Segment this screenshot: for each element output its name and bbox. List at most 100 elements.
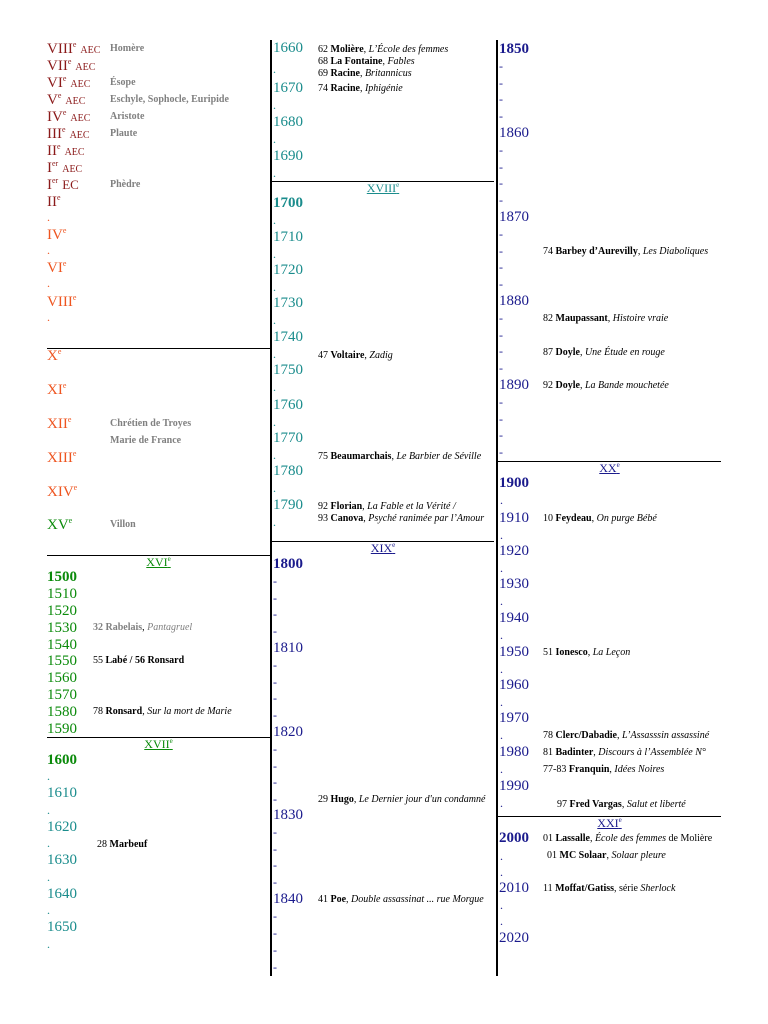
- event-entry: 62 Molière, L’École des femmes: [318, 44, 449, 55]
- era-suffix: AEC: [62, 164, 83, 175]
- year-label: 1980: [499, 744, 529, 760]
- event-year: 97: [557, 799, 567, 810]
- event-author: Marbeuf: [109, 839, 148, 850]
- event-entry: 81 Badinter, Discours à l’Assemblée N°: [543, 747, 706, 758]
- century-superscript: e: [68, 516, 73, 525]
- year-label: 1530: [47, 620, 77, 636]
- event-year: 01: [543, 833, 553, 844]
- timeline-dot: .: [273, 448, 276, 462]
- century-label: IIeAEC: [47, 142, 85, 161]
- event-author: Doyle: [555, 380, 580, 391]
- century-label: IVeAEC: [47, 108, 90, 127]
- event-author: Florian: [330, 501, 363, 512]
- timeline-dash: -: [273, 624, 277, 639]
- event-year: 29: [318, 794, 328, 805]
- event-work: Britannicus: [364, 68, 412, 79]
- year-label: 1690: [273, 148, 303, 164]
- section-rule-xx: [498, 461, 721, 463]
- event-year: 78: [93, 706, 103, 717]
- timeline-dash: -: [273, 691, 277, 706]
- timeline-dot: .: [273, 515, 276, 529]
- century-superscript: e: [72, 293, 77, 302]
- event-entry: 74 Barbey d’Aurevilly, Les Diaboliques: [543, 246, 709, 257]
- author-note: Homère: [110, 43, 145, 54]
- event-author: Badinter: [555, 747, 594, 758]
- timeline-dash: -: [499, 58, 503, 73]
- event-author: MC Solaar: [559, 850, 607, 861]
- century-numeral: I: [47, 177, 52, 193]
- timeline-dot: .: [47, 210, 50, 224]
- century-label: XIIIe: [47, 449, 77, 468]
- year-label: 1790: [273, 497, 303, 513]
- timeline-dash: -: [499, 277, 503, 292]
- section-rule-xviii: [272, 181, 494, 183]
- event-year: 62: [318, 44, 328, 55]
- era-suffix: AEC: [75, 62, 96, 73]
- era-suffix: AEC: [64, 147, 85, 158]
- century-superscript: e: [72, 449, 77, 458]
- timeline-dot: .: [500, 898, 503, 912]
- event-work: Sherlock: [640, 883, 676, 894]
- event-entry: 10 Feydeau, On purge Bébé: [543, 513, 657, 524]
- timeline-dash: -: [499, 344, 503, 359]
- timeline-dot: .: [273, 98, 276, 112]
- timeline-dash: -: [499, 327, 503, 342]
- century-superscript: e: [62, 74, 67, 83]
- event-work: École des femmes: [594, 833, 667, 844]
- year-label: 1610: [47, 785, 77, 801]
- year-label: 1550: [47, 653, 77, 669]
- timeline-dot: .: [273, 166, 276, 180]
- event-work: On purge Bébé: [596, 513, 657, 524]
- year-label: 1540: [47, 637, 77, 653]
- timeline-dash: -: [273, 708, 277, 723]
- timeline-dot: .: [500, 849, 503, 863]
- year-label: 1600: [47, 752, 77, 768]
- year-label: 1570: [47, 687, 77, 703]
- century-superscript: e: [57, 91, 62, 100]
- timeline-dash: -: [499, 75, 503, 90]
- event-work: Idées Noires: [614, 764, 665, 775]
- century-label: IerAEC: [47, 159, 83, 178]
- timeline-dot: .: [47, 310, 50, 324]
- event-year: 51: [543, 647, 553, 658]
- year-label: 1710: [273, 229, 303, 245]
- event-author: Ionesco: [555, 647, 588, 658]
- column-divider-1: [270, 40, 272, 976]
- timeline-dot: .: [47, 937, 50, 951]
- century-superscript: e: [57, 347, 62, 356]
- century-superscript: e: [62, 108, 67, 117]
- timeline-dot: .: [500, 762, 503, 776]
- section-superscript: e: [616, 461, 620, 469]
- year-label: 1890: [499, 377, 529, 393]
- event-work: La Leçon: [592, 647, 631, 658]
- event-work: Le Barbier de Séville: [396, 451, 482, 462]
- section-numeral: XXI: [597, 816, 619, 830]
- event-entry: 68 La Fontaine, Fables: [318, 56, 415, 67]
- timeline-dot: .: [500, 662, 503, 676]
- author-note: Ésope: [110, 77, 136, 88]
- event-work: Pantagruel: [147, 622, 193, 633]
- century-superscript: e: [73, 483, 78, 492]
- event-entry: 41 Poe, Double assassinat ... rue Morgue: [318, 894, 484, 905]
- event-author: Barbey d’Aurevilly: [555, 246, 638, 257]
- event-author: Moffat/Gatiss: [555, 883, 615, 894]
- century-numeral: XV: [47, 517, 69, 533]
- year-label: 1640: [47, 886, 77, 902]
- year-label: 1970: [499, 710, 529, 726]
- event-year: 47: [318, 350, 328, 361]
- era-suffix: AEC: [65, 96, 86, 107]
- century-numeral: IV: [47, 227, 63, 243]
- event-entry: 78 Clerc/Dabadie, L’Assasssin assassiné: [543, 730, 710, 741]
- timeline-dot: .: [47, 243, 50, 257]
- century-superscript: e: [62, 381, 67, 390]
- event-author: Feydeau: [555, 513, 592, 524]
- event-year: 69: [318, 68, 328, 79]
- section-rule-x: [47, 348, 270, 350]
- timeline-dot: .: [47, 870, 50, 884]
- timeline-dot: .: [47, 836, 50, 850]
- event-year: 78: [543, 730, 553, 741]
- timeline-dot: .: [273, 132, 276, 146]
- section-heading-xxi: XXIe: [498, 816, 721, 831]
- event-author: Beaumarchais: [330, 451, 392, 462]
- event-author: Voltaire: [330, 350, 365, 361]
